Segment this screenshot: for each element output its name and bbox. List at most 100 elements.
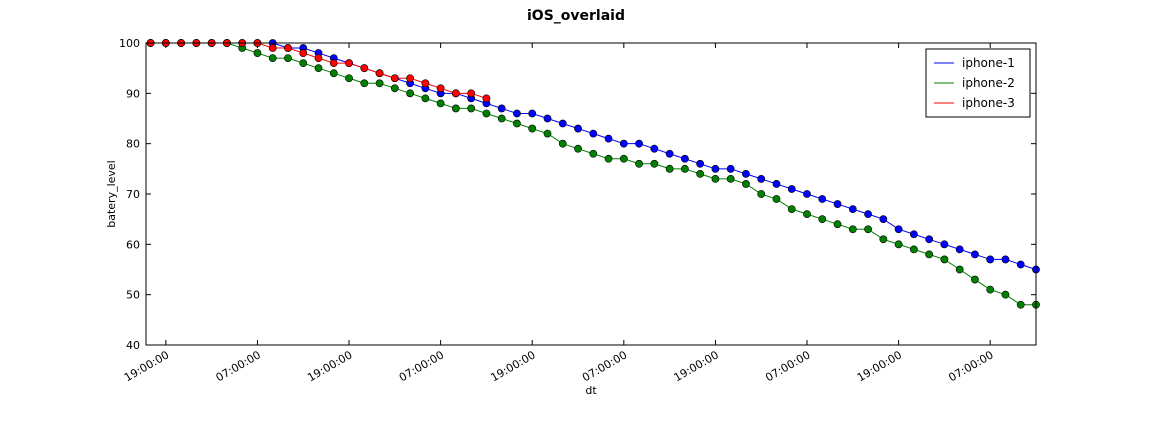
data-point — [955, 265, 964, 274]
data-point — [345, 74, 353, 83]
data-point — [574, 144, 582, 153]
data-point — [742, 180, 750, 188]
data-point — [757, 190, 766, 198]
data-point — [986, 255, 995, 264]
data-point — [635, 139, 643, 148]
data-point — [971, 275, 979, 284]
legend-label: iphone-1 — [962, 56, 1015, 70]
data-point — [757, 174, 766, 183]
data-point — [1001, 290, 1010, 299]
data-point — [543, 114, 552, 123]
y-tick-label: 90 — [126, 87, 140, 100]
data-point — [284, 44, 292, 52]
data-point — [879, 235, 888, 244]
data-point — [726, 174, 735, 183]
data-point — [848, 225, 857, 234]
y-tick-label: 80 — [126, 138, 140, 151]
data-point — [604, 134, 613, 143]
data-point — [345, 59, 353, 68]
data-point — [818, 215, 827, 224]
y-tick-label: 50 — [126, 289, 140, 302]
data-point — [803, 190, 811, 198]
data-point — [390, 84, 399, 93]
data-point — [650, 144, 659, 153]
data-point — [528, 109, 537, 118]
data-point — [955, 245, 964, 254]
data-point — [787, 205, 796, 213]
data-point — [680, 154, 689, 163]
data-point — [390, 74, 399, 83]
data-point — [925, 235, 934, 244]
data-point — [1001, 255, 1010, 264]
data-point — [680, 164, 689, 173]
data-point — [513, 109, 521, 118]
data-point — [848, 205, 857, 213]
data-point — [711, 174, 720, 183]
data-point — [467, 104, 476, 113]
data-point — [909, 245, 918, 254]
data-point — [696, 169, 705, 178]
y-tick-label: 60 — [126, 238, 140, 251]
data-point — [742, 169, 750, 178]
data-point — [803, 210, 811, 219]
data-point — [940, 255, 949, 264]
data-point — [604, 154, 613, 163]
data-point — [528, 124, 537, 133]
data-point — [665, 164, 674, 173]
data-point — [360, 64, 369, 73]
data-point — [299, 49, 308, 57]
data-point — [909, 230, 918, 239]
data-point — [650, 159, 659, 168]
data-point — [406, 74, 414, 83]
data-point — [589, 129, 598, 138]
data-point — [299, 59, 308, 68]
data-point — [696, 159, 705, 168]
data-point — [894, 225, 903, 234]
data-point — [787, 185, 796, 193]
data-point — [589, 149, 598, 158]
data-point — [436, 99, 445, 108]
data-point — [253, 49, 262, 57]
data-point — [558, 119, 567, 128]
data-point — [329, 69, 338, 78]
plot-frame — [145, 42, 1037, 346]
data-point — [451, 104, 460, 113]
data-point — [635, 159, 643, 168]
legend: iphone-1 iphone-2 iphone-3 — [925, 48, 1031, 118]
y-tick-label: 100 — [119, 37, 140, 50]
data-point — [497, 104, 506, 113]
data-point — [619, 139, 628, 148]
data-point — [284, 54, 292, 62]
data-point — [497, 114, 506, 123]
data-point — [864, 225, 872, 234]
legend-label: iphone-2 — [962, 76, 1015, 90]
data-point — [833, 220, 842, 229]
data-point — [375, 79, 384, 88]
data-point — [879, 215, 888, 224]
data-point — [619, 154, 628, 163]
data-point — [925, 250, 934, 259]
data-point — [772, 180, 781, 188]
y-tick-label: 70 — [126, 188, 140, 201]
data-point — [971, 250, 979, 259]
data-point — [986, 285, 995, 294]
y-tick-label: 40 — [126, 339, 140, 352]
data-point — [268, 54, 277, 62]
data-point — [314, 64, 323, 73]
data-point — [436, 84, 445, 93]
data-point — [482, 109, 491, 118]
data-point — [375, 69, 384, 78]
data-point — [864, 210, 872, 219]
data-point — [360, 79, 369, 88]
data-point — [421, 79, 430, 88]
data-point — [940, 240, 949, 249]
data-point — [894, 240, 903, 249]
data-point — [314, 54, 323, 62]
data-point — [451, 89, 460, 98]
data-point — [665, 149, 674, 158]
data-point — [482, 94, 491, 103]
data-point — [329, 59, 338, 68]
data-point — [421, 94, 430, 103]
